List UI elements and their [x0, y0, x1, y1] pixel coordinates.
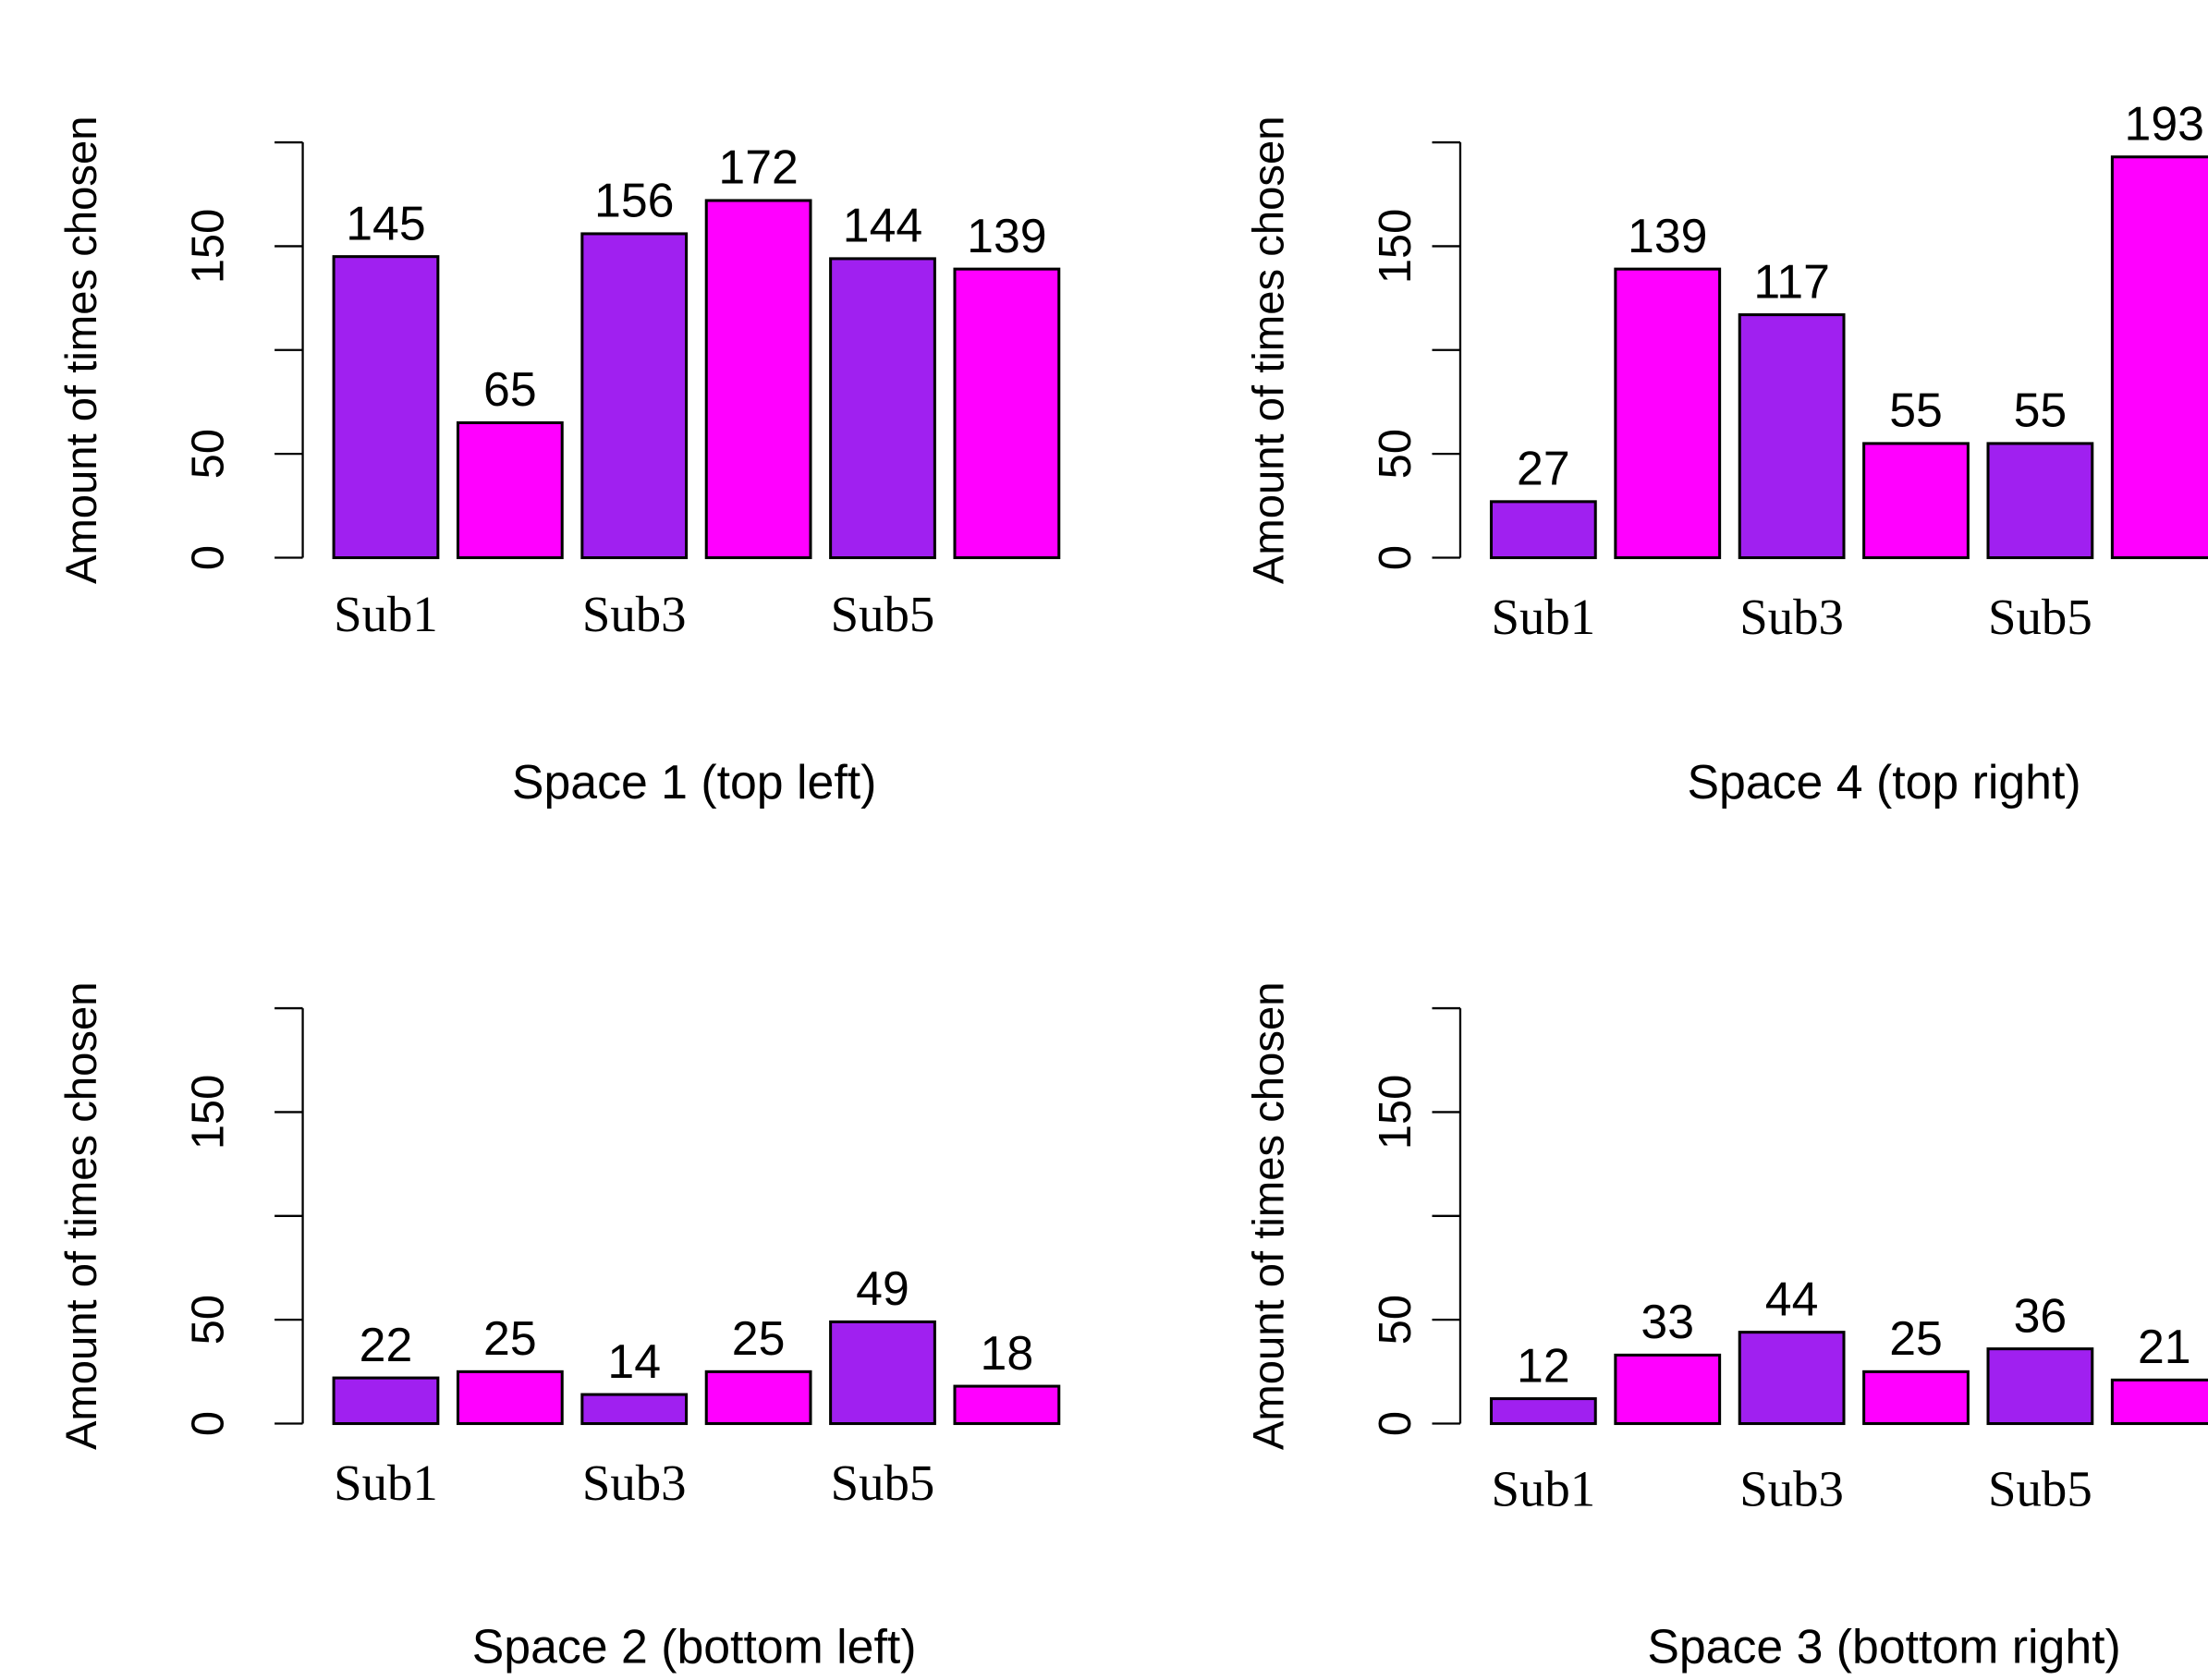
data-label: 25	[1889, 1311, 1943, 1365]
y-axis-title: Amount of times chosen	[57, 982, 106, 1451]
bar	[580, 232, 689, 560]
bar	[456, 1370, 564, 1426]
data-label: 172	[718, 140, 798, 194]
data-label: 25	[483, 1311, 537, 1365]
y-tick-label: 150	[183, 1075, 233, 1150]
x-tick-label: Sub3	[1739, 1460, 1844, 1516]
x-tick-label: Sub5	[1988, 589, 2092, 645]
y-tick-label: 50	[183, 429, 233, 479]
x-tick-label: Sub1	[1491, 589, 1595, 645]
data-label: 55	[2014, 383, 2068, 437]
data-label: 18	[981, 1326, 1034, 1380]
data-label: 21	[2138, 1320, 2191, 1373]
bar	[704, 199, 812, 560]
y-axis-title: Amount of times chosen	[1244, 116, 1293, 585]
x-tick-label: Sub1	[334, 586, 438, 642]
x-tick-label: Sub1	[1491, 1460, 1595, 1516]
bar	[1738, 1331, 1846, 1426]
y-tick-label: 0	[1371, 1411, 1421, 1436]
data-label: 193	[2125, 97, 2204, 151]
data-label: 65	[483, 362, 537, 416]
bar	[332, 1376, 440, 1426]
x-tick-label: Sub5	[1988, 1460, 2092, 1516]
x-tick-label: Sub1	[334, 1455, 438, 1511]
bar	[829, 257, 936, 560]
bar	[1862, 1370, 1970, 1426]
data-label: 12	[1517, 1338, 1570, 1392]
x-tick-label: Sub3	[582, 586, 687, 642]
bar	[1738, 313, 1846, 560]
bar	[1614, 267, 1722, 560]
bar	[1489, 1397, 1597, 1426]
data-label: 139	[967, 209, 1046, 262]
data-label: 144	[843, 199, 922, 252]
y-tick-label: 50	[183, 1295, 233, 1345]
bar	[829, 1320, 936, 1426]
bar	[953, 267, 1061, 560]
y-tick-label: 0	[183, 1411, 233, 1436]
bar	[953, 1384, 1061, 1426]
bar	[1614, 1353, 1722, 1426]
data-label: 36	[2014, 1288, 2068, 1342]
data-label: 55	[1889, 383, 1943, 437]
bar	[332, 255, 440, 560]
data-label: 156	[594, 174, 674, 227]
y-tick-label: 50	[1371, 1295, 1421, 1345]
bar	[456, 420, 564, 560]
y-axis-title: Amount of times chosen	[1244, 982, 1293, 1451]
x-axis-title: Space 3 (bottom right)	[1647, 1620, 2120, 1674]
data-label: 49	[856, 1261, 909, 1315]
data-label: 139	[1628, 209, 1707, 262]
x-tick-label: Sub5	[831, 1455, 935, 1511]
x-axis-title: Space 1 (top left)	[512, 755, 876, 809]
y-tick-label: 0	[1371, 545, 1421, 570]
data-label: 14	[607, 1334, 661, 1388]
bar	[1986, 1347, 2094, 1426]
x-axis-title: Space 2 (bottom left)	[472, 1620, 917, 1674]
x-tick-label: Sub3	[1739, 589, 1844, 645]
bar	[2110, 155, 2208, 560]
y-tick-label: 150	[1371, 209, 1421, 284]
bar	[1489, 500, 1597, 560]
data-label: 27	[1517, 442, 1570, 495]
bar	[2110, 1378, 2208, 1426]
data-label: 44	[1765, 1272, 1819, 1325]
bar	[1862, 442, 1970, 560]
y-tick-label: 150	[1371, 1075, 1421, 1150]
data-label: 33	[1641, 1295, 1694, 1348]
x-tick-label: Sub3	[582, 1455, 687, 1511]
bar	[1986, 442, 2094, 560]
y-tick-label: 0	[183, 545, 233, 570]
bar	[580, 1393, 689, 1426]
data-label: 145	[346, 196, 425, 250]
y-tick-label: 50	[1371, 429, 1421, 479]
data-label: 25	[732, 1311, 786, 1365]
data-label: 22	[360, 1318, 413, 1371]
x-tick-label: Sub5	[831, 586, 935, 642]
bar	[704, 1370, 812, 1426]
x-axis-title: Space 4 (top right)	[1688, 755, 2081, 809]
data-label: 117	[1753, 254, 1830, 308]
y-tick-label: 150	[183, 209, 233, 284]
y-axis-title: Amount of times chosen	[57, 116, 106, 585]
